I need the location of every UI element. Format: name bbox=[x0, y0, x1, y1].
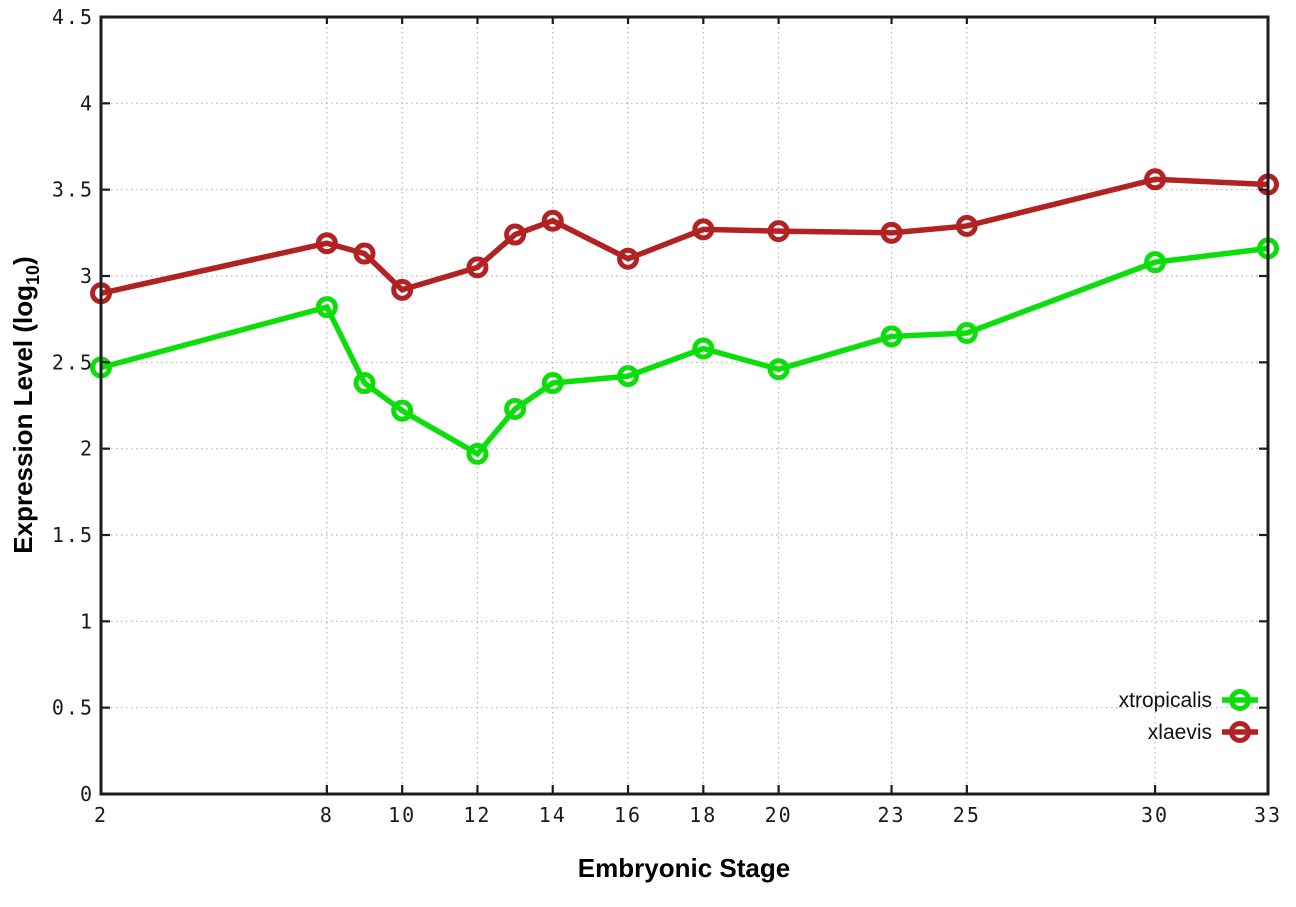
point-xtropicalis-stage-13 bbox=[504, 397, 527, 420]
y-tick-label-0: 0 bbox=[80, 782, 94, 806]
point-xtropicalis-stage-30 bbox=[1144, 251, 1167, 274]
x-tick-label-23: 23 bbox=[878, 803, 906, 827]
y-axis-title-main: Expression Level (log bbox=[8, 285, 38, 554]
point-xlaevis-stage-12 bbox=[466, 256, 489, 279]
point-xtropicalis-stage-16 bbox=[617, 365, 640, 388]
x-tick-label-12: 12 bbox=[463, 803, 491, 827]
y-tick-label-1.5: 1.5 bbox=[52, 523, 94, 547]
point-xtropicalis-stage-20 bbox=[767, 358, 790, 381]
point-xtropicalis-stage-10 bbox=[391, 399, 414, 422]
point-xtropicalis-stage-14 bbox=[541, 372, 564, 395]
point-xtropicalis-stage-25 bbox=[955, 321, 978, 344]
point-xlaevis-stage-14 bbox=[541, 209, 564, 232]
point-xtropicalis-stage-23 bbox=[880, 325, 903, 348]
y-axis-title-subscript: 10 bbox=[23, 265, 43, 285]
y-tick-label-4: 4 bbox=[80, 91, 94, 115]
y-tick-label-3.5: 3.5 bbox=[52, 178, 94, 202]
point-xlaevis-stage-18 bbox=[692, 218, 715, 241]
x-tick-label-8: 8 bbox=[320, 803, 334, 827]
point-xlaevis-stage-25 bbox=[955, 214, 978, 237]
legend-sample-marker-xtropicalis bbox=[1229, 689, 1251, 711]
x-tick-label-14: 14 bbox=[539, 803, 567, 827]
y-tick-label-0.5: 0.5 bbox=[52, 696, 94, 720]
x-tick-label-2: 2 bbox=[94, 803, 108, 827]
x-tick-label-16: 16 bbox=[614, 803, 642, 827]
y-tick-label-2.5: 2.5 bbox=[52, 350, 94, 374]
point-xlaevis-stage-9 bbox=[353, 242, 376, 265]
point-xlaevis-stage-8 bbox=[315, 232, 338, 255]
x-axis-title: Embryonic Stage bbox=[578, 853, 790, 883]
y-tick-label-2: 2 bbox=[80, 437, 94, 461]
x-tick-label-30: 30 bbox=[1141, 803, 1169, 827]
series-line-xtropicalis bbox=[100, 245, 1269, 458]
point-xlaevis-stage-20 bbox=[767, 220, 790, 243]
y-axis-title-close: ) bbox=[8, 256, 38, 265]
x-tick-label-33: 33 bbox=[1254, 803, 1282, 827]
y-tick-label-3: 3 bbox=[80, 264, 94, 288]
point-xlaevis-stage-23 bbox=[880, 221, 903, 244]
x-tick-label-18: 18 bbox=[689, 803, 717, 827]
y-tick-label-4.5: 4.5 bbox=[52, 5, 94, 29]
point-xlaevis-stage-10 bbox=[391, 278, 414, 301]
x-tick-label-10: 10 bbox=[388, 803, 416, 827]
axis-layer: 2 8 10 12 14 16 18 20 23 25 30 33 0 0.5 1 1.5 2 2.5 3 3.5 4 4… bbox=[52, 5, 1282, 827]
point-xlaevis-stage-13 bbox=[504, 223, 527, 246]
x-tick-label-25: 25 bbox=[953, 803, 981, 827]
legend-samples bbox=[1222, 689, 1258, 743]
y-tick-label-1: 1 bbox=[80, 609, 94, 633]
legend-label-xtropicalis: xtropicalis bbox=[1119, 689, 1212, 712]
x-tick-label-20: 20 bbox=[765, 803, 793, 827]
legend-label-xlaevis: xlaevis bbox=[1148, 721, 1212, 744]
grid-layer bbox=[100, 16, 1269, 795]
point-xtropicalis-stage-12 bbox=[466, 442, 489, 465]
point-xtropicalis-stage-8 bbox=[315, 296, 338, 319]
point-xlaevis-stage-16 bbox=[617, 247, 640, 270]
y-axis-title: Expression Level (log10) bbox=[8, 256, 43, 553]
point-xlaevis-stage-30 bbox=[1144, 168, 1167, 191]
series-layer bbox=[90, 168, 1279, 465]
point-xtropicalis-stage-18 bbox=[692, 337, 715, 360]
plot-border bbox=[99, 15, 1270, 796]
point-xtropicalis-stage-9 bbox=[353, 372, 376, 395]
legend-sample-marker-xlaevis bbox=[1229, 721, 1251, 743]
